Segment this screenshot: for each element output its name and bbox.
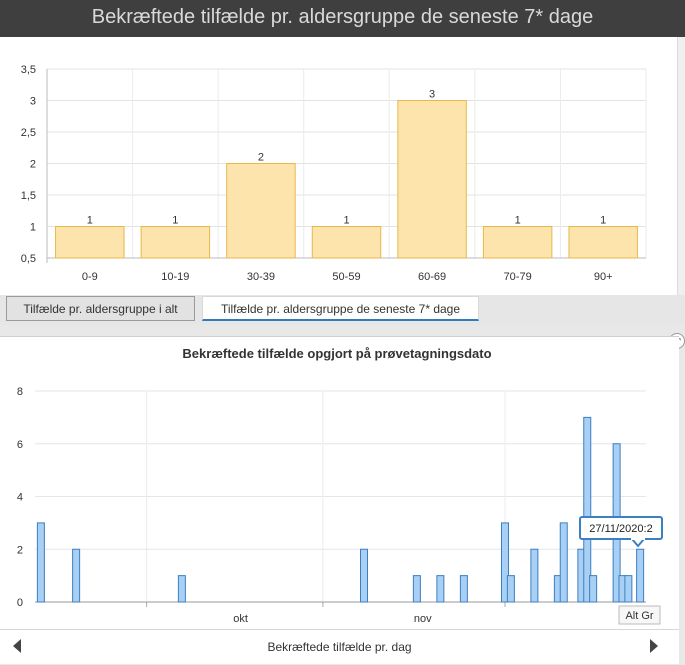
x-tick-label: nov bbox=[414, 613, 432, 625]
bar bbox=[55, 226, 125, 259]
y-tick-label: 8 bbox=[17, 386, 23, 398]
daily-bar bbox=[530, 548, 539, 603]
x-tick-label: 10-19 bbox=[161, 271, 189, 283]
data-label: 3 bbox=[429, 89, 435, 101]
daily-bar bbox=[360, 548, 368, 603]
x-tick-label: 90+ bbox=[594, 271, 613, 283]
daily-bar bbox=[636, 548, 645, 603]
y-tick-label: 2,5 bbox=[21, 127, 36, 139]
page-title: Bekræftede tilfælde pr. aldersgruppe de … bbox=[91, 6, 594, 28]
daily-bar bbox=[459, 575, 468, 603]
tooltip-box bbox=[579, 516, 663, 540]
bar bbox=[568, 226, 638, 259]
chart-title: Bekræftede tilfælde opgjort på prøvetagn… bbox=[182, 346, 491, 361]
tooltip-pointer bbox=[629, 538, 647, 548]
y-tick-label: 2 bbox=[30, 159, 36, 171]
daily-bar bbox=[589, 575, 598, 603]
y-tick-label: 2 bbox=[17, 544, 23, 556]
previous-arrow-icon[interactable] bbox=[13, 639, 21, 653]
x-tick-label: 70-79 bbox=[504, 271, 532, 283]
daily-bar bbox=[436, 575, 445, 603]
y-tick-label: 0,5 bbox=[21, 253, 36, 265]
x-tick-label: okt bbox=[233, 613, 248, 625]
daily-bar bbox=[177, 575, 186, 603]
corner-label-box bbox=[618, 605, 661, 625]
y-tick-label: 3,5 bbox=[21, 64, 36, 76]
y-tick-label: 3 bbox=[30, 96, 36, 108]
tooltip-text: 27/11/2020:2 bbox=[589, 523, 652, 535]
daily-cases-bar-chart: Bekræftede tilfælde opgjort på prøvetagn… bbox=[17, 346, 663, 625]
y-tick-label: 4 bbox=[17, 492, 23, 504]
data-label: 1 bbox=[172, 215, 178, 227]
tab-bar: Tilfælde pr. aldersgruppe i alt Tilfælde… bbox=[0, 295, 685, 325]
panel-scrollbar[interactable] bbox=[677, 37, 685, 295]
daily-bar bbox=[36, 522, 45, 603]
x-tick-label: 60-69 bbox=[418, 271, 446, 283]
tab-age-group-last-7-days[interactable]: Tilfælde pr. aldersgruppe de seneste 7* … bbox=[202, 296, 479, 321]
x-tick-label: 50-59 bbox=[332, 271, 360, 283]
corner-label: Alt Gr bbox=[625, 610, 653, 622]
y-tick-label: 6 bbox=[17, 439, 23, 451]
y-tick-label: 1 bbox=[30, 222, 36, 234]
chart-footer: Bekræftede tilfælde pr. dag bbox=[0, 629, 679, 664]
bar bbox=[482, 226, 553, 259]
daily-cases-chart-panel: Bekræftede tilfælde opgjort på prøvetagn… bbox=[0, 336, 679, 630]
y-tick-label: 1,5 bbox=[21, 190, 36, 202]
age-group-chart-panel: 0,5 1 1,5 2 2,5 3 3,5 1 0-9 1 10-19 2 30-39 1 50-59 3 60… bbox=[0, 37, 677, 295]
bar bbox=[140, 226, 211, 259]
x-tick-label: 0-9 bbox=[82, 271, 98, 283]
data-label: 1 bbox=[600, 215, 606, 227]
data-label: 2 bbox=[258, 152, 264, 164]
data-label: 1 bbox=[515, 215, 521, 227]
daily-bar bbox=[624, 575, 633, 603]
next-arrow-icon[interactable] bbox=[650, 639, 658, 653]
data-label: 1 bbox=[87, 215, 93, 227]
tooltip-pointer-mask bbox=[631, 537, 645, 540]
daily-bar bbox=[559, 522, 568, 603]
daily-bar bbox=[412, 575, 421, 603]
daily-bar bbox=[72, 548, 81, 603]
x-tick-label: 30-39 bbox=[247, 271, 275, 283]
bar bbox=[226, 163, 296, 259]
bar bbox=[397, 100, 467, 259]
daily-bar bbox=[501, 522, 509, 603]
age-group-bar-chart: 0,5 1 1,5 2 2,5 3 3,5 1 0-9 1 10-19 2 30-39 1 50-59 3 60… bbox=[21, 64, 647, 283]
page-header: Bekræftede tilfælde pr. aldersgruppe de … bbox=[0, 0, 685, 37]
tab-age-group-total[interactable]: Tilfælde pr. aldersgruppe i alt bbox=[6, 296, 195, 321]
bar bbox=[311, 226, 382, 259]
daily-bar bbox=[506, 575, 515, 603]
y-tick-label: 0 bbox=[17, 597, 23, 609]
footer-label: Bekræftede tilfælde pr. dag bbox=[267, 640, 412, 654]
daily-bar bbox=[583, 416, 592, 603]
data-label: 1 bbox=[343, 215, 349, 227]
